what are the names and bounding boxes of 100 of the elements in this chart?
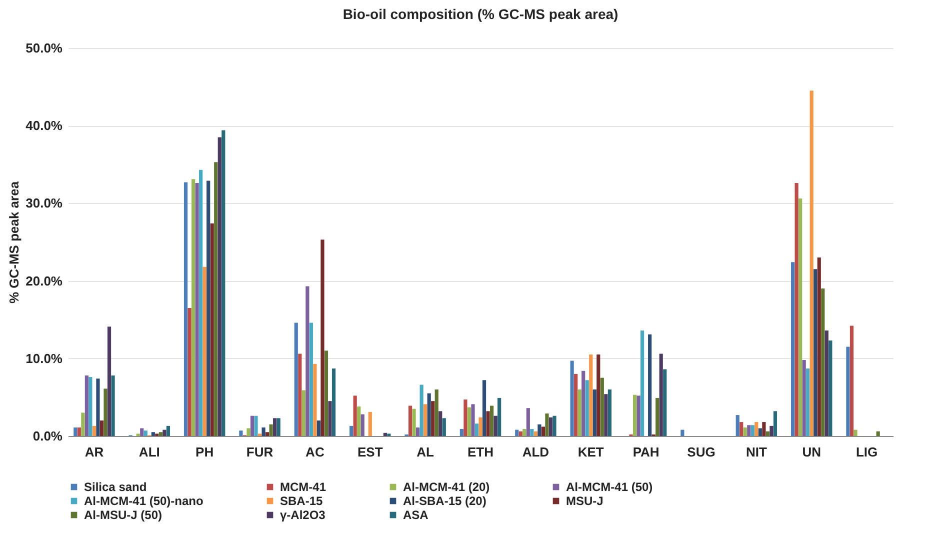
- bar: [490, 406, 494, 436]
- bar: [158, 432, 162, 436]
- x-tick-label: ETH: [468, 444, 494, 460]
- bar: [151, 432, 155, 436]
- bar: [306, 286, 310, 436]
- bar: [81, 412, 85, 436]
- bar: [298, 354, 302, 436]
- bar: [111, 375, 115, 436]
- bar: [471, 404, 475, 436]
- x-tick-label: KET: [578, 444, 604, 460]
- bar: [350, 426, 354, 436]
- bar: [515, 430, 519, 436]
- x-tick-label: PAH: [632, 444, 660, 460]
- bar: [184, 182, 188, 436]
- bar: [84, 375, 88, 436]
- bar: [353, 396, 357, 436]
- bar: [680, 430, 684, 436]
- bar: [431, 401, 435, 436]
- x-tick-label: ALI: [138, 444, 160, 460]
- y-tick-label: 40.0%: [26, 118, 63, 134]
- bar: [530, 429, 534, 436]
- bar: [464, 400, 468, 436]
- bar: [596, 354, 600, 436]
- bar: [640, 330, 644, 436]
- x-tick-label: PH: [196, 444, 214, 460]
- bar: [302, 390, 306, 436]
- bar: [269, 424, 273, 436]
- bar: [545, 413, 549, 436]
- bar: [328, 401, 332, 436]
- bar: [424, 404, 428, 436]
- bar: [743, 427, 747, 436]
- x-tick-label: SUG: [687, 444, 716, 460]
- bar: [750, 425, 754, 436]
- bar: [250, 416, 254, 436]
- bar: [254, 416, 258, 436]
- bar: [478, 417, 482, 436]
- bar: [636, 396, 640, 436]
- bar: [416, 427, 420, 436]
- bar: [828, 340, 832, 436]
- x-tick-label: NIT: [746, 444, 767, 460]
- bar: [368, 412, 372, 436]
- y-tick-label: 10.0%: [26, 350, 63, 366]
- bar: [608, 389, 612, 436]
- bar: [273, 418, 277, 436]
- bar: [92, 426, 96, 436]
- bar: [246, 428, 250, 436]
- x-tick-label: EST: [357, 444, 383, 460]
- bar: [810, 90, 814, 436]
- x-tick-label: UN: [802, 444, 821, 460]
- bar: [806, 368, 810, 436]
- bar: [548, 417, 553, 436]
- legend-label: Al-MCM-41 (50)-nano: [84, 494, 204, 508]
- bar: [632, 394, 637, 436]
- legend-label: ASA: [403, 508, 429, 522]
- bar: [762, 422, 766, 436]
- bar: [195, 183, 199, 436]
- bar: [534, 431, 538, 436]
- bar: [824, 330, 828, 436]
- bar: [383, 432, 387, 436]
- bar: [309, 322, 313, 436]
- y-tick-label: 50.0%: [26, 40, 63, 56]
- bar: [821, 288, 825, 436]
- bar: [434, 389, 438, 436]
- legend-label: Al-MCM-41 (20): [403, 480, 490, 494]
- y-tick-label: 20.0%: [26, 273, 63, 288]
- bar: [412, 408, 416, 436]
- bar: [218, 137, 222, 436]
- bar: [850, 326, 854, 436]
- bar: [360, 414, 364, 436]
- bar: [74, 427, 78, 436]
- bar: [585, 380, 589, 436]
- bar: [846, 346, 850, 436]
- bar: [188, 308, 192, 436]
- bar: [222, 130, 226, 436]
- bar: [214, 162, 218, 436]
- bar: [648, 334, 652, 436]
- bar: [162, 430, 166, 436]
- legend-label: γ-Al2O3: [280, 508, 326, 522]
- legend-label: Al-MSU-J (50): [84, 508, 162, 522]
- legend-label: SBA-15: [280, 494, 324, 508]
- bar: [210, 223, 214, 436]
- bar: [747, 425, 751, 436]
- chart-title: Bio-oil composition (% GC-MS peak area): [342, 6, 618, 22]
- bar: [582, 370, 586, 436]
- bar: [770, 426, 774, 436]
- x-tick-label: AR: [84, 444, 104, 460]
- bar: [420, 384, 424, 436]
- bar: [574, 374, 578, 436]
- bar: [144, 430, 148, 436]
- legend-label: Silica sand: [84, 480, 147, 494]
- x-tick-label: FUR: [246, 444, 274, 460]
- bar: [876, 431, 880, 436]
- bar: [77, 427, 81, 436]
- bar: [427, 393, 431, 436]
- x-tick-label: LIG: [856, 444, 878, 460]
- bar: [570, 360, 574, 436]
- bar: [320, 240, 324, 436]
- bar: [766, 431, 770, 436]
- legend-label: Al-MCM-41 (50): [566, 480, 653, 494]
- bar: [773, 411, 778, 436]
